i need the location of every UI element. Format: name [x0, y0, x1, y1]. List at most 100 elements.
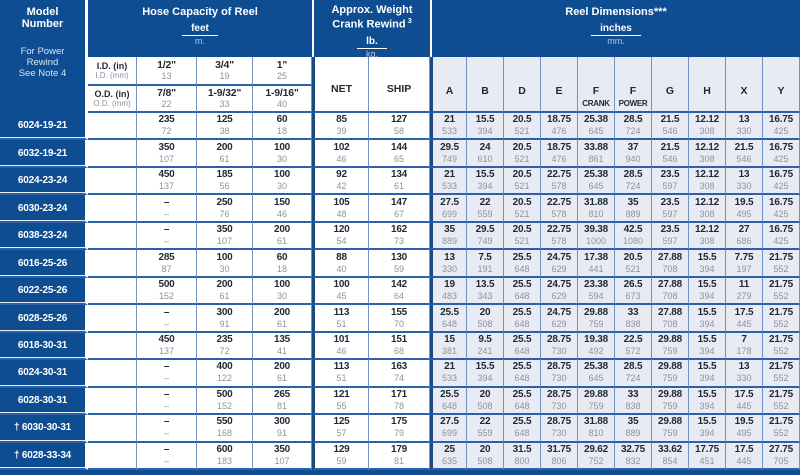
weight-cell: 179 81 [369, 442, 430, 471]
value-metric: 730 [551, 400, 567, 411]
value-metric: 425 [773, 208, 789, 219]
weight-cell: 155 70 [369, 305, 430, 333]
dimension-cell: 25 635 [430, 442, 467, 471]
weight-cell: 125 57 [312, 415, 369, 443]
value-metric: 73 [393, 236, 404, 247]
value-metric: 394 [699, 373, 715, 384]
dimension-cell: 29.88 759 [652, 332, 689, 361]
capacity-cell: 200 61 [253, 222, 312, 251]
dimension-cell: 25.38 645 [578, 167, 615, 196]
dimension-cell: 28.75 730 [541, 360, 578, 388]
capacity-cell: 265 81 [253, 387, 312, 416]
dimension-cell: 21 533 [430, 360, 467, 388]
capacity-cell: – – [137, 360, 197, 388]
value-metric: 81 [276, 400, 287, 411]
value-primary: 17.5 [734, 443, 754, 455]
label-spacer-cell [88, 195, 137, 223]
value-metric: – [163, 455, 169, 466]
value-metric: 152 [158, 291, 175, 302]
value-primary: 150 [273, 196, 291, 208]
value-primary: 60 [276, 251, 288, 263]
value-metric: 152 [216, 400, 233, 411]
value-primary: 155 [390, 306, 408, 318]
value-metric: 533 [441, 181, 458, 192]
weight-unit-top: lb. [357, 36, 387, 49]
dimension-cell: 23.5 597 [652, 195, 689, 223]
value-primary: 31.88 [583, 416, 609, 428]
model-number-cell: 6038-23-24 [0, 222, 88, 251]
value-metric: 61 [219, 153, 230, 164]
value-metric: 197 [736, 263, 752, 274]
value-metric: 552 [773, 400, 789, 411]
value-primary: 25.5 [512, 416, 532, 428]
value-primary: 25.5 [512, 333, 532, 345]
value-primary: 13.5 [475, 279, 495, 291]
capacity-cell: – – [137, 222, 197, 251]
value-metric: 578 [551, 208, 567, 219]
value-metric: 91 [219, 318, 230, 329]
value-primary: 235 [158, 114, 175, 126]
dimension-cell: 24.75 629 [541, 305, 578, 333]
label-spacer-cell [88, 442, 137, 471]
value-primary: 200 [273, 224, 291, 236]
value-metric: 183 [216, 455, 233, 466]
value-metric: 61 [276, 373, 287, 384]
capacity-cell: 500 152 [197, 387, 253, 416]
weight-cell: 113 51 [312, 360, 369, 388]
dimension-cell: 25.5 648 [504, 415, 541, 443]
value-metric: 724 [625, 373, 641, 384]
capacity-cell: – – [137, 442, 197, 471]
dimension-cell: 16.75 425 [763, 222, 800, 251]
weight-cell: 121 55 [312, 387, 369, 416]
value-metric: 1000 [585, 236, 607, 247]
value-primary: 147 [390, 196, 408, 208]
value-metric: 546 [736, 153, 752, 164]
value-primary: 31.75 [546, 443, 572, 455]
weight-cell: 101 46 [312, 332, 369, 361]
value-metric: 552 [773, 263, 789, 274]
value-metric: 724 [625, 126, 641, 137]
hose-capacity-header: Hose Capacity of Reel feet m. [88, 0, 312, 57]
value-primary: 23.5 [660, 224, 680, 236]
dim-col-header-e: E [541, 57, 578, 113]
value-primary: 265 [273, 388, 291, 400]
dimension-cell: 19.5 495 [726, 195, 763, 223]
weight-unit-bottom: kg. [365, 48, 378, 59]
value-metric: 648 [514, 345, 530, 356]
value-primary: 235 [216, 333, 233, 345]
weight-cell: 129 59 [312, 442, 369, 471]
dimension-cell: 26.5 673 [615, 277, 652, 306]
value-primary: 20.5 [512, 114, 532, 126]
value-primary: 29.88 [657, 416, 683, 428]
dim-col-header-d: D [504, 57, 541, 113]
dimension-column-headers: A B D E F CRANK F POWER G H X Y [430, 57, 800, 113]
label-spacer-cell [88, 332, 137, 361]
dimension-cell: 29.88 759 [652, 387, 689, 416]
table-row: 6016-25-26 285 87 100 30 60 18 88 40 130 59 13 330 7… [0, 250, 800, 278]
od-row: O.D. (in) O.D. (mm) 7/8" 22 1-9/32" 33 [88, 86, 312, 113]
value-primary: 171 [390, 388, 408, 400]
value-metric: 330 [736, 373, 752, 384]
value-primary: 28.5 [623, 114, 643, 126]
value-primary: 33.88 [583, 141, 609, 153]
value-primary: 7.75 [734, 251, 754, 263]
value-primary: 200 [273, 361, 291, 373]
value-metric: 445 [736, 455, 752, 466]
value-primary: – [163, 443, 170, 455]
id-size-cell: 3/4" 19 [197, 57, 253, 86]
value-metric: 394 [477, 126, 493, 137]
value-primary: 134 [390, 169, 408, 181]
dimension-cell: 24.75 629 [541, 250, 578, 278]
value-metric: 51 [336, 373, 347, 384]
value-metric: 67 [393, 208, 404, 219]
value-metric: 308 [699, 153, 715, 164]
value-metric: 58 [393, 126, 404, 137]
dimension-cell: 15.5 394 [689, 360, 726, 388]
value-primary: 29.88 [657, 388, 683, 400]
value-primary: 23.5 [660, 169, 680, 181]
capacity-cell: 350 107 [197, 222, 253, 251]
value-metric: 645 [588, 373, 604, 384]
model-number-cell: 6028-25-26 [0, 305, 88, 333]
value-metric: 451 [699, 455, 715, 466]
